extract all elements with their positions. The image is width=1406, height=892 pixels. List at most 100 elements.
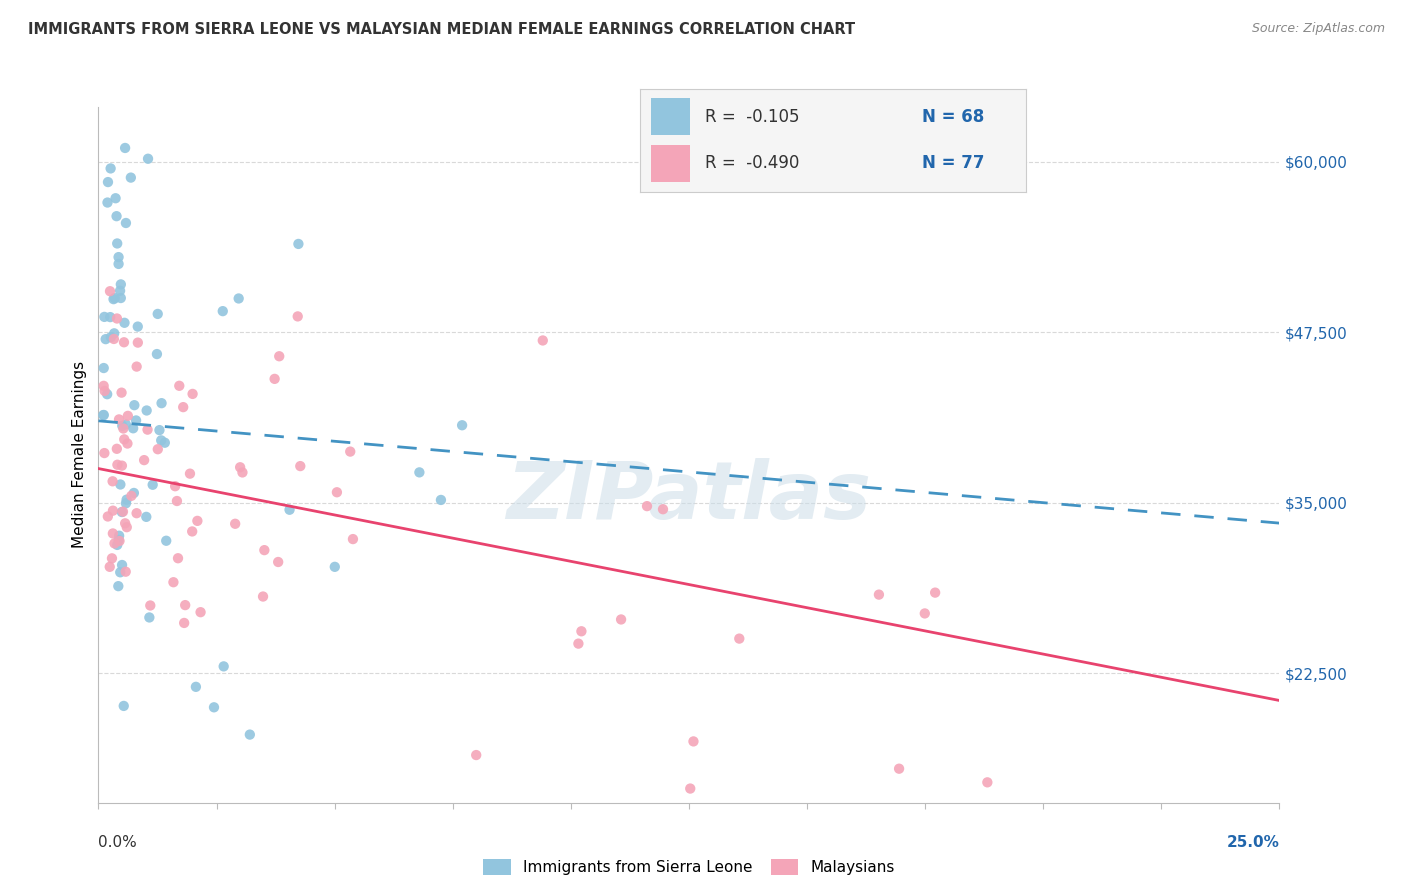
Point: [103, 292, 125, 306]
Point: [278, 502, 301, 516]
Point: [976, 775, 998, 789]
Point: [146, 307, 169, 321]
Point: [101, 526, 124, 541]
Bar: [651, 98, 690, 136]
Point: [103, 326, 125, 341]
Point: [93, 408, 115, 422]
Point: [326, 485, 349, 500]
Point: [342, 532, 364, 546]
Point: [100, 330, 122, 344]
Point: [114, 565, 136, 579]
Point: [108, 533, 131, 548]
Point: [172, 400, 194, 414]
Point: [430, 492, 453, 507]
Point: [142, 477, 165, 491]
Point: [186, 514, 208, 528]
Point: [155, 533, 177, 548]
Point: [228, 292, 250, 306]
Point: [125, 506, 148, 520]
Point: [868, 588, 890, 602]
Point: [108, 412, 131, 426]
Point: [115, 520, 138, 534]
Point: [287, 310, 309, 324]
Point: [125, 359, 148, 374]
Point: [229, 460, 252, 475]
Point: [887, 762, 910, 776]
Point: [165, 479, 187, 493]
Point: [127, 319, 149, 334]
Point: [103, 332, 125, 346]
Point: [120, 170, 142, 185]
Point: [682, 734, 704, 748]
Point: [93, 310, 115, 324]
Y-axis label: Median Female Earnings: Median Female Earnings: [72, 361, 87, 549]
Point: [103, 536, 125, 550]
Point: [104, 291, 127, 305]
Point: [93, 384, 115, 398]
Point: [728, 632, 751, 646]
Legend: Immigrants from Sierra Leone, Malaysians: Immigrants from Sierra Leone, Malaysians: [484, 859, 894, 875]
Bar: [651, 145, 690, 181]
Point: [167, 551, 190, 566]
Point: [111, 458, 134, 473]
Point: [571, 624, 593, 639]
Point: [101, 503, 124, 517]
Point: [112, 335, 135, 350]
Point: [111, 505, 134, 519]
Point: [115, 496, 138, 510]
Point: [107, 257, 129, 271]
Point: [263, 372, 285, 386]
Point: [105, 442, 128, 456]
Text: N = 77: N = 77: [922, 154, 984, 172]
Point: [610, 612, 633, 626]
Point: [112, 698, 135, 713]
Point: [98, 559, 121, 574]
Point: [136, 423, 159, 437]
Point: [173, 615, 195, 630]
Text: 0.0%: 0.0%: [98, 836, 138, 850]
Point: [181, 524, 204, 539]
Point: [115, 216, 138, 230]
Point: [114, 516, 136, 531]
Point: [179, 467, 201, 481]
Point: [93, 379, 115, 393]
Point: [148, 423, 170, 437]
Text: IMMIGRANTS FROM SIERRA LEONE VS MALAYSIAN MEDIAN FEMALE EARNINGS CORRELATION CHA: IMMIGRANTS FROM SIERRA LEONE VS MALAYSIA…: [28, 22, 855, 37]
Point: [190, 605, 212, 619]
Point: [110, 277, 132, 292]
Point: [125, 413, 148, 427]
Point: [914, 607, 936, 621]
Point: [139, 599, 162, 613]
Point: [101, 551, 124, 566]
Point: [181, 387, 204, 401]
Point: [94, 332, 117, 346]
Point: [100, 161, 122, 176]
Point: [96, 387, 118, 401]
Point: [252, 590, 274, 604]
Point: [107, 579, 129, 593]
Point: [269, 349, 291, 363]
Point: [531, 334, 554, 348]
Point: [239, 728, 262, 742]
Point: [146, 347, 169, 361]
Point: [104, 191, 127, 205]
Point: [231, 466, 253, 480]
Point: [253, 543, 276, 558]
Point: [108, 529, 131, 543]
Point: [111, 505, 134, 519]
Point: [451, 418, 474, 433]
Point: [224, 516, 246, 531]
Point: [96, 195, 118, 210]
Point: [211, 304, 233, 318]
Point: [166, 494, 188, 508]
Point: [117, 409, 139, 423]
Text: ZIPatlas: ZIPatlas: [506, 458, 872, 536]
Point: [465, 747, 488, 762]
Point: [267, 555, 290, 569]
Point: [110, 477, 132, 491]
Point: [169, 379, 191, 393]
Point: [112, 433, 135, 447]
Point: [115, 492, 138, 507]
Point: [124, 398, 146, 412]
Point: [162, 575, 184, 590]
